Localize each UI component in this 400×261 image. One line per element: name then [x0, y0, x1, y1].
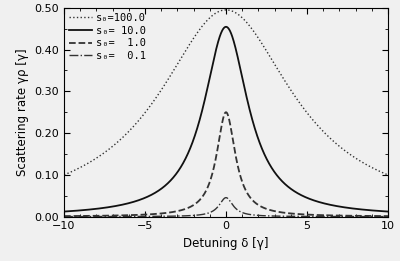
s₀=  1.0: [98, 214, 103, 217]
X-axis label: Detuning δ [γ]: Detuning δ [γ]: [183, 237, 269, 250]
s₀= 10.0: [200, 108, 205, 111]
Line: s₀=  1.0: s₀= 1.0: [64, 112, 388, 216]
s₀=  0.1: [344, 215, 349, 218]
Legend: s₀=100.0, s₀= 10.0, s₀=  1.0, s₀=  0.1: s₀=100.0, s₀= 10.0, s₀= 1.0, s₀= 0.1: [67, 11, 148, 63]
s₀=100.0: [344, 151, 349, 154]
s₀=100.0: [98, 153, 103, 157]
s₀=  0.1: [200, 213, 205, 216]
s₀=100.0: [62, 173, 66, 176]
s₀= 10.0: [386, 210, 390, 213]
s₀=100.0: [186, 45, 191, 48]
s₀= 10.0: [379, 210, 384, 213]
s₀=  0.1: [224, 196, 228, 199]
s₀=  1.0: [224, 111, 228, 114]
s₀=  1.0: [186, 206, 191, 209]
s₀=  1.0: [344, 214, 349, 217]
s₀= 10.0: [186, 151, 191, 155]
s₀=  0.1: [98, 215, 103, 218]
s₀= 10.0: [344, 206, 349, 209]
Line: s₀= 10.0: s₀= 10.0: [64, 27, 388, 212]
s₀=100.0: [224, 8, 228, 11]
s₀=100.0: [118, 138, 122, 141]
s₀=  0.1: [62, 215, 66, 218]
s₀=  0.1: [118, 215, 122, 218]
Line: s₀=100.0: s₀=100.0: [64, 10, 388, 175]
s₀= 10.0: [98, 207, 103, 210]
s₀=  0.1: [379, 215, 384, 218]
s₀= 10.0: [62, 210, 66, 213]
s₀=  0.1: [186, 214, 191, 217]
s₀=  1.0: [118, 214, 122, 217]
s₀=  1.0: [386, 215, 390, 218]
s₀=100.0: [200, 25, 205, 28]
s₀=  1.0: [62, 215, 66, 218]
Line: s₀=  0.1: s₀= 0.1: [64, 198, 388, 217]
s₀=  0.1: [386, 215, 390, 218]
s₀=  1.0: [379, 215, 384, 218]
Y-axis label: Scattering rate γρ [γ]: Scattering rate γρ [γ]: [16, 49, 29, 176]
s₀=  1.0: [200, 195, 205, 198]
s₀=100.0: [379, 171, 384, 174]
s₀= 10.0: [224, 25, 228, 28]
s₀= 10.0: [118, 204, 122, 207]
s₀=100.0: [386, 173, 390, 176]
